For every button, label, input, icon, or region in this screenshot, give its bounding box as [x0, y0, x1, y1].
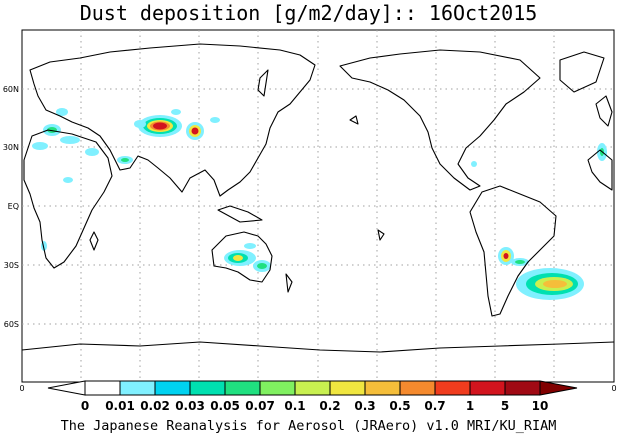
- coastlines: [21, 43, 615, 353]
- colorbar-cell-6: [259, 380, 296, 396]
- colorbar-label-9: 0.5: [389, 399, 410, 413]
- colorbar-cell-7: [294, 380, 331, 396]
- lat-label-60n: 60N: [3, 85, 19, 94]
- lat-label-eq: EQ: [8, 202, 19, 211]
- colorbar-label-4: 0.05: [210, 399, 240, 413]
- colorbar-cell-12: [469, 380, 506, 396]
- gridlines: [22, 30, 614, 382]
- colorbar-cell-3: [154, 380, 191, 396]
- colorbar-label-3: 0.03: [175, 399, 205, 413]
- colorbar-label-5: 0.07: [245, 399, 275, 413]
- colorbar-label-12: 5: [501, 399, 509, 413]
- colorbar-cell-10: [399, 380, 436, 396]
- colorbar-label-1: 0.01: [105, 399, 135, 413]
- dust-deposition-field: [32, 108, 607, 300]
- colorbar-cell-13: [504, 380, 541, 396]
- colorbar-cell-5: [224, 380, 261, 396]
- colorbar-label-7: 0.2: [319, 399, 340, 413]
- lat-label-30n: 30N: [3, 143, 19, 152]
- colorbar-end-left: 0: [19, 384, 24, 393]
- colorbar-cell-11: [434, 380, 471, 396]
- colorbar-cell-0: [47, 380, 86, 396]
- colorbar: 0 0 0 0.01 0.02 0.03 0.05 0.07 0.1 0.2 0…: [19, 380, 617, 413]
- colorbar-label-11: 1: [466, 399, 474, 413]
- colorbar-label-2: 0.02: [140, 399, 170, 413]
- colorbar-label-10: 0.7: [424, 399, 445, 413]
- lat-label-30s: 30S: [4, 261, 19, 270]
- lat-label-60s: 60S: [4, 320, 19, 329]
- colorbar-cell-2: [119, 380, 156, 396]
- colorbar-label-8: 0.3: [354, 399, 375, 413]
- colorbar-cell-9: [364, 380, 401, 396]
- footer-credit: The Japanese Reanalysis for Aerosol (JRA…: [60, 418, 557, 434]
- colorbar-cell-8: [329, 380, 366, 396]
- map-title: Dust deposition [g/m2/day]:: 16Oct2015: [79, 1, 538, 25]
- colorbar-label-13: 10: [532, 399, 549, 413]
- colorbar-label-0: 0: [81, 399, 89, 413]
- colorbar-cell-1: [84, 380, 121, 396]
- colorbar-end-right: 0: [611, 384, 616, 393]
- colorbar-cell-14: [539, 380, 578, 396]
- colorbar-label-6: 0.1: [284, 399, 305, 413]
- colorbar-cell-4: [189, 380, 226, 396]
